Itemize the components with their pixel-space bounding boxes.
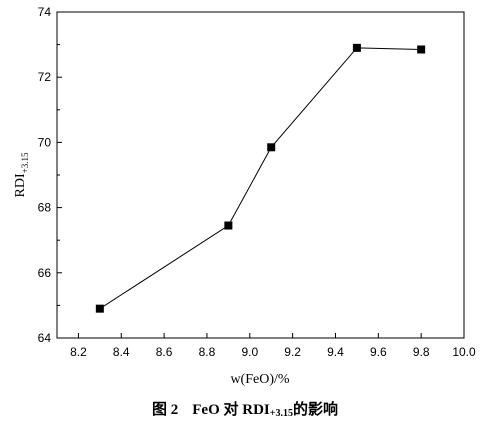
data-series <box>95 43 426 313</box>
y-axis-label-sub: +3.15 <box>20 152 30 173</box>
caption-text-after: 的影响 <box>292 402 338 418</box>
data-point-marker <box>417 45 426 54</box>
y-tick-label: 72 <box>38 70 52 84</box>
data-point-marker <box>95 304 104 313</box>
y-tick-label: 64 <box>38 331 52 345</box>
y-tick-label: 70 <box>38 135 52 149</box>
caption-subscript: +3.15 <box>269 408 293 419</box>
y-axis-label: RDI+3.15 <box>13 152 30 197</box>
x-tick-label: 9.6 <box>370 345 387 359</box>
y-tick-label: 66 <box>38 266 52 280</box>
plot-area-frame <box>56 11 465 339</box>
series-line <box>99 47 422 310</box>
data-point-marker <box>352 43 361 52</box>
x-tick-label: 8.6 <box>156 345 173 359</box>
data-point-marker <box>224 221 233 230</box>
figure-caption: 图 2 FeO 对 RDI+3.15的影响 <box>0 398 490 419</box>
x-axis-ticks: 8.2 8.4 8.6 8.8 9.0 9.2 9.4 9.6 9.8 10.0 <box>70 333 476 359</box>
x-tick-label: 8.4 <box>113 345 130 359</box>
y-tick-label: 74 <box>38 5 52 19</box>
x-tick-label: 9.8 <box>413 345 430 359</box>
x-tick-label: 8.2 <box>70 345 87 359</box>
x-tick-label: 9.4 <box>327 345 344 359</box>
y-tick-label: 68 <box>38 201 52 215</box>
x-tick-label: 9.0 <box>241 345 258 359</box>
y-axis-ticks: 64 66 68 70 72 74 <box>38 5 62 345</box>
x-tick-label: 10.0 <box>452 345 476 359</box>
caption-text: FeO 对 RDI <box>192 402 270 418</box>
x-axis-label: w(FeO)/% <box>230 372 289 387</box>
x-tick-label: 9.2 <box>284 345 301 359</box>
y-axis-label-main: RDI <box>13 173 28 197</box>
caption-label: 图 2 <box>152 402 179 418</box>
x-tick-label: 8.8 <box>199 345 216 359</box>
data-point-marker <box>267 143 276 152</box>
line-chart: 8.2 8.4 8.6 8.8 9.0 9.2 9.4 9.6 9.8 10.0 64 66 68 70… <box>13 5 476 387</box>
